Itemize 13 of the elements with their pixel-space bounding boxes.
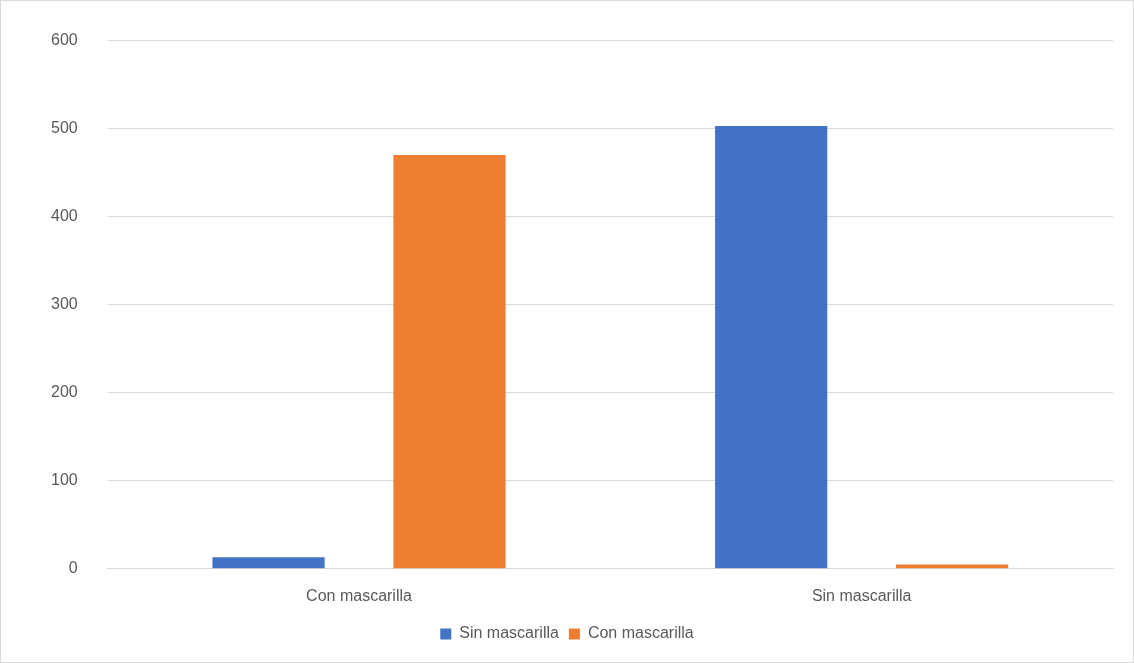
y-tick-label: 200: [50, 383, 78, 401]
bar: [715, 125, 828, 569]
y-tick-label: 500: [50, 119, 78, 137]
y-tick-label: 100: [50, 471, 78, 489]
legend-label: Con mascarilla: [587, 624, 694, 642]
bar: [212, 557, 325, 569]
y-tick-label: 600: [50, 31, 78, 49]
bar: [393, 155, 506, 569]
y-tick-label: 400: [50, 207, 78, 225]
legend-label: Sin mascarilla: [459, 624, 559, 642]
bar: [896, 564, 1009, 569]
y-tick-label: 0: [68, 559, 78, 577]
y-tick-label: 300: [50, 295, 78, 313]
